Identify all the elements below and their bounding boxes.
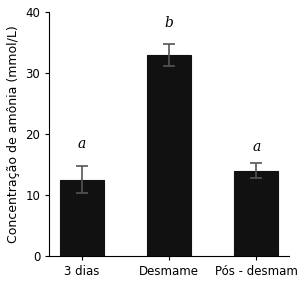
Text: a: a <box>78 137 86 151</box>
Bar <box>147 55 191 256</box>
Bar <box>60 180 104 256</box>
Y-axis label: Concentração de amônia (mmol/L): Concentração de amônia (mmol/L) <box>7 25 20 243</box>
Text: a: a <box>252 140 260 154</box>
Text: b: b <box>165 16 174 30</box>
Bar <box>235 171 278 256</box>
